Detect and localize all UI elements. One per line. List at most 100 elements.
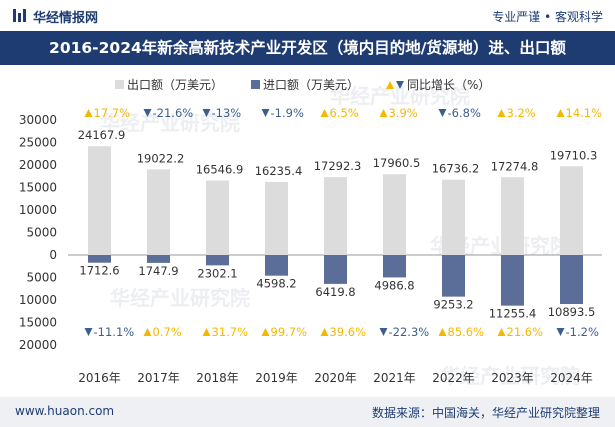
export-growth-label: 14.1% xyxy=(566,106,603,120)
import-growth-label: -1.2% xyxy=(566,325,599,339)
down-arrow-icon xyxy=(143,109,152,117)
legend-swatch-export xyxy=(115,80,124,89)
import-value-label: 9253.2 xyxy=(433,298,473,312)
y-tick-label: 10000 xyxy=(19,203,57,217)
import-bar xyxy=(88,255,111,263)
x-tick-label: 2018年 xyxy=(196,371,239,385)
legend-swatch-import xyxy=(251,80,260,89)
import-bar xyxy=(560,255,583,305)
x-tick-label: 2016年 xyxy=(78,371,121,385)
export-growth-label: -6.8% xyxy=(448,106,481,120)
export-bar xyxy=(147,169,170,255)
x-tick-label: 2019年 xyxy=(255,371,298,385)
top-bar: 华经情报网 专业严谨 • 客观科学 xyxy=(0,0,615,30)
export-value-label: 19710.3 xyxy=(550,148,598,162)
export-bar xyxy=(383,174,406,255)
export-value-label: 24167.9 xyxy=(78,128,126,142)
import-value-label: 11255.4 xyxy=(489,307,537,321)
legend-label-import: 进口额（万美元） xyxy=(263,78,359,92)
labels: 24167.9 1712.6 17.7% -11.1% 19022.2 1747.9 -21… xyxy=(78,106,602,339)
legend-label-export: 出口额（万美元） xyxy=(127,78,223,92)
x-tick-label: 2020年 xyxy=(314,371,357,385)
import-bar xyxy=(442,255,465,297)
down-arrow-icon xyxy=(202,109,211,117)
y-tick-label: 10000 xyxy=(19,293,57,307)
export-growth-label: -1.9% xyxy=(271,106,304,120)
up-arrow-icon xyxy=(320,109,329,117)
export-bar xyxy=(206,180,229,255)
import-bar xyxy=(324,255,347,284)
watermark-text: 华经产业研究院 xyxy=(440,364,580,388)
import-growth-label: 21.6% xyxy=(507,325,544,339)
export-bar xyxy=(88,146,111,255)
export-value-label: 17292.3 xyxy=(314,159,362,173)
y-tick-label: 5000 xyxy=(26,226,57,240)
up-arrow-icon xyxy=(379,109,388,117)
up-arrow-icon xyxy=(438,328,447,336)
legend-down-icon xyxy=(396,81,404,89)
import-bar xyxy=(265,255,288,276)
down-arrow-icon xyxy=(84,328,93,336)
watermark-text: 华经产业研究院 xyxy=(110,286,250,310)
down-arrow-icon xyxy=(261,109,270,117)
chart-title: 2016-2024年新余高新技术产业开发区（境内目的地/货源地）进、出口额 xyxy=(49,39,566,57)
down-arrow-icon xyxy=(556,328,565,336)
import-bar xyxy=(147,255,170,263)
import-value-label: 4986.8 xyxy=(374,278,414,292)
export-value-label: 16736.2 xyxy=(432,162,480,176)
y-tick-label: 15000 xyxy=(19,181,57,195)
export-value-label: 17960.5 xyxy=(373,156,421,170)
x-tick-label: 2017年 xyxy=(137,371,180,385)
y-tick-label: 20000 xyxy=(19,338,57,352)
import-growth-label: 85.6% xyxy=(448,325,485,339)
import-growth-label: 31.7% xyxy=(212,325,249,339)
up-arrow-icon xyxy=(497,109,506,117)
import-growth-label: 0.7% xyxy=(153,325,182,339)
import-value-label: 2302.1 xyxy=(197,266,237,280)
slogan: 专业严谨 • 客观科学 xyxy=(492,10,603,24)
import-value-label: 4598.2 xyxy=(256,277,296,291)
import-value-label: 1747.9 xyxy=(138,264,178,278)
brand-name: 华经情报网 xyxy=(33,11,99,26)
import-bar xyxy=(383,255,406,278)
up-arrow-icon xyxy=(202,328,211,336)
bars xyxy=(68,146,602,306)
watermark-text: 华经产业研究院 xyxy=(100,111,240,135)
x-tick-label: 2021年 xyxy=(373,371,416,385)
export-value-label: 17274.8 xyxy=(491,159,539,173)
export-bar xyxy=(265,181,288,255)
export-bar xyxy=(442,179,465,255)
x-axis: 2016年 2017年 2018年 2019年 2020年 2021年 2022年 2023年… xyxy=(78,371,593,385)
export-bar xyxy=(324,177,347,255)
export-growth-label: 3.9% xyxy=(389,106,418,120)
export-bar xyxy=(501,177,524,255)
export-growth-label: 6.5% xyxy=(330,106,359,120)
footer-source: 数据来源：中国海关，华经产业研究院整理 xyxy=(371,406,600,420)
footer-url[interactable]: www.huaon.com xyxy=(15,404,115,418)
up-arrow-icon xyxy=(320,328,329,336)
import-growth-label: 99.7% xyxy=(271,325,308,339)
y-axis: 30000 25000 20000 15000 10000 5000 0 5000 10000 1… xyxy=(19,113,57,352)
export-growth-label: -21.6% xyxy=(153,106,194,120)
import-growth-label: -11.1% xyxy=(94,325,135,339)
export-value-label: 16235.4 xyxy=(255,164,303,178)
x-tick-label: 2024年 xyxy=(550,371,593,385)
export-value-label: 16546.9 xyxy=(196,163,244,177)
legend-label-growth: 同比增长（%） xyxy=(407,78,490,92)
chart: 华经产业研究院 华经产业研究院 华经产业研究院 华经产业研究院 华经产业研究院 … xyxy=(19,78,602,388)
y-tick-label: 25000 xyxy=(19,136,57,150)
export-growth-label: 3.2% xyxy=(507,106,536,120)
import-value-label: 10893.5 xyxy=(548,305,596,319)
title-bar: 2016-2024年新余高新技术产业开发区（境内目的地/货源地）进、出口额 xyxy=(0,31,615,65)
export-growth-label: -13% xyxy=(212,106,242,120)
export-growth-label: 17.7% xyxy=(94,106,131,120)
down-arrow-icon xyxy=(438,109,447,117)
up-arrow-icon xyxy=(556,109,565,117)
watermarks: 华经产业研究院 华经产业研究院 华经产业研究院 华经产业研究院 华经产业研究院 xyxy=(100,84,580,388)
logo-icon xyxy=(13,9,27,22)
y-tick-label: 5000 xyxy=(26,271,57,285)
footer: www.huaon.com 数据来源：中国海关，华经产业研究院整理 xyxy=(0,397,615,427)
import-growth-label: -22.3% xyxy=(389,325,430,339)
up-arrow-icon xyxy=(84,109,93,117)
up-arrow-icon xyxy=(497,328,506,336)
